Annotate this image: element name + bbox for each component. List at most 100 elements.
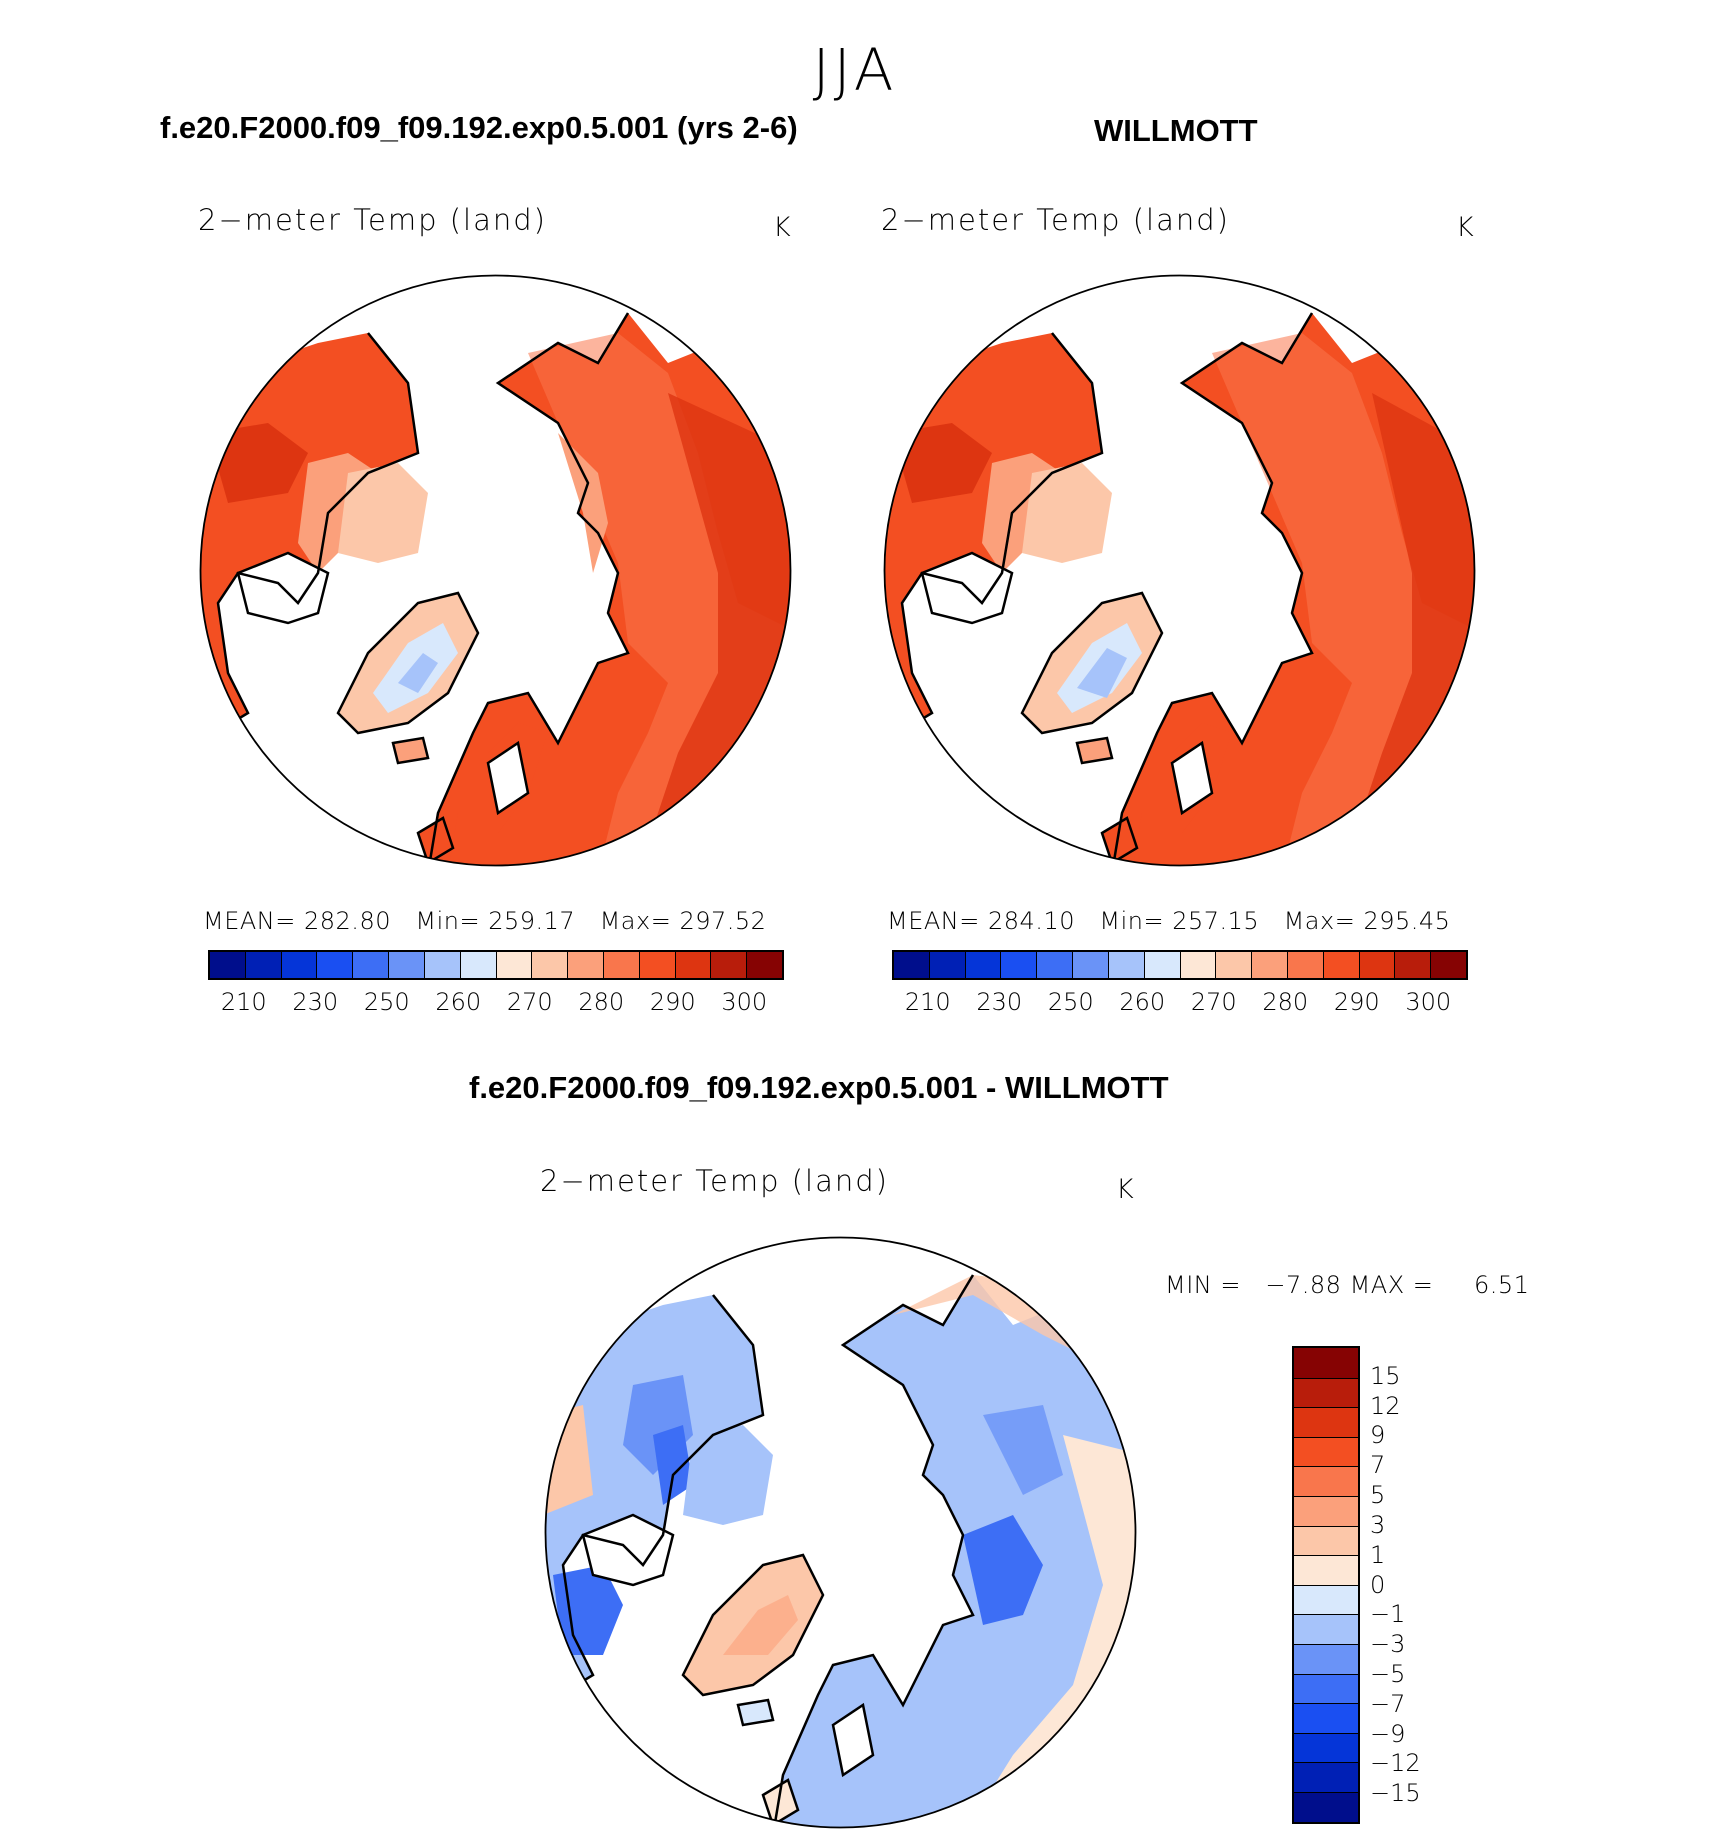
colorbar-tick-label: −7 — [1370, 1689, 1406, 1718]
colorbar-swatch — [1322, 952, 1359, 978]
diff-variable-label: 2−meter Temp (land) — [540, 1164, 889, 1198]
colorbar-swatch — [674, 952, 711, 978]
colorbar-swatch — [1394, 952, 1431, 978]
right-mean-value: 284.10 — [988, 907, 1075, 935]
colorbar-swatch — [244, 952, 281, 978]
left-stats: MEAN= 282.80 Min= 259.17 Max= 297.52 — [203, 907, 766, 935]
left-colorbar-ticks: 210 230 250 260 270 280 290 300 — [208, 988, 780, 1018]
colorbar-swatch — [1036, 952, 1073, 978]
left-panel-header: f.e20.F2000.f09_f09.192.exp0.5.001 (yrs … — [160, 110, 798, 145]
colorbar-swatch — [1294, 1791, 1358, 1822]
colorbar-swatch — [1294, 1436, 1358, 1467]
colorbar-swatch — [746, 952, 782, 978]
colorbar-tick-label: 260 — [1119, 988, 1166, 1016]
colorbar-swatch — [495, 952, 532, 978]
left-mean-label: MEAN= — [203, 907, 296, 935]
colorbar-swatch — [1107, 952, 1144, 978]
colorbar-swatch — [423, 952, 460, 978]
diff-min-label: MIN = — [1165, 1271, 1241, 1299]
colorbar-swatch — [928, 952, 965, 978]
colorbar-swatch — [1294, 1377, 1358, 1408]
colorbar-swatch — [1294, 1614, 1358, 1644]
colorbar-tick-label: 230 — [292, 988, 339, 1016]
colorbar-swatch — [1294, 1673, 1358, 1704]
colorbar-tick-label: −1 — [1370, 1600, 1406, 1629]
colorbar-tick-label: 270 — [506, 988, 553, 1016]
colorbar-tick-label: 12 — [1370, 1391, 1401, 1420]
colorbar-swatch — [638, 952, 675, 978]
colorbar-swatch — [1294, 1495, 1358, 1526]
colorbar-tick-label: 15 — [1370, 1361, 1401, 1390]
diff-max-value: 6.51 — [1474, 1271, 1530, 1299]
colorbar-swatch — [567, 952, 603, 978]
colorbar-tick-label: 1 — [1370, 1540, 1386, 1569]
colorbar-swatch — [1430, 952, 1466, 978]
colorbar-tick-label: 210 — [904, 988, 951, 1016]
colorbar-tick-label: −12 — [1370, 1749, 1421, 1778]
left-max-label: Max= — [599, 907, 672, 935]
colorbar-tick-label: 3 — [1370, 1510, 1386, 1539]
colorbar-tick-label: 5 — [1370, 1481, 1386, 1510]
colorbar-swatch — [1072, 952, 1108, 978]
left-unit-label: K — [773, 212, 791, 243]
left-min-label: Min= — [415, 907, 481, 935]
colorbar-swatch — [1294, 1407, 1358, 1437]
colorbar-tick-label: 0 — [1370, 1570, 1386, 1599]
right-mean-label: MEAN= — [887, 907, 980, 935]
left-mean-value: 282.80 — [304, 907, 391, 935]
colorbar-swatch — [1286, 952, 1323, 978]
diff-minmax: MIN = −7.88 MAX = 6.51 — [1165, 1271, 1529, 1299]
right-min-label: Min= — [1099, 907, 1165, 935]
colorbar-swatch — [1294, 1555, 1358, 1585]
colorbar-tick-label: 250 — [363, 988, 410, 1016]
colorbar-swatch — [1179, 952, 1216, 978]
colorbar-tick-label: −9 — [1370, 1719, 1406, 1748]
colorbar-tick-label: 280 — [578, 988, 625, 1016]
colorbar-tick-label: 300 — [721, 988, 768, 1016]
colorbar-swatch — [352, 952, 389, 978]
diff-colorbar-ticks: 15 12 9 7 5 3 1 0 −1 −3 −5 −7 −9 −12 −15 — [1370, 1346, 1430, 1823]
colorbar-tick-label: 260 — [435, 988, 482, 1016]
colorbar-tick-label: 230 — [976, 988, 1023, 1016]
colorbar-tick-label: 7 — [1370, 1451, 1386, 1480]
colorbar-tick-label: 290 — [1333, 988, 1380, 1016]
colorbar-tick-label: −15 — [1370, 1779, 1421, 1808]
right-variable-label: 2−meter Temp (land) — [881, 203, 1230, 237]
main-title: JJA — [812, 36, 898, 104]
colorbar-swatch — [1294, 1643, 1358, 1674]
colorbar-swatch — [1294, 1348, 1358, 1378]
colorbar-swatch — [459, 952, 496, 978]
left-colorbar — [208, 950, 784, 980]
colorbar-swatch — [1294, 1466, 1358, 1496]
right-unit-label: K — [1456, 212, 1474, 243]
left-variable-label: 2−meter Temp (land) — [198, 203, 547, 237]
diff-min-value: −7.88 — [1265, 1271, 1342, 1299]
colorbar-swatch — [1294, 1762, 1358, 1792]
colorbar-swatch — [280, 952, 317, 978]
colorbar-tick-label: −5 — [1370, 1659, 1406, 1688]
colorbar-swatch — [1294, 1732, 1358, 1763]
diff-panel-header: f.e20.F2000.f09_f09.192.exp0.5.001 - WIL… — [469, 1070, 1169, 1105]
colorbar-swatch — [1294, 1525, 1358, 1556]
diff-colorbar — [1292, 1346, 1360, 1824]
colorbar-swatch — [531, 952, 568, 978]
colorbar-swatch — [602, 952, 639, 978]
colorbar-swatch — [316, 952, 353, 978]
colorbar-tick-label: 210 — [220, 988, 267, 1016]
right-max-value: 295.45 — [1363, 907, 1451, 935]
colorbar-tick-label: 280 — [1262, 988, 1309, 1016]
left-min-value: 259.17 — [488, 907, 576, 935]
colorbar-tick-label: 300 — [1405, 988, 1452, 1016]
diff-max-label: MAX = — [1349, 1271, 1434, 1299]
colorbar-swatch — [1215, 952, 1252, 978]
right-max-label: Max= — [1283, 907, 1356, 935]
colorbar-tick-label: 9 — [1370, 1421, 1386, 1450]
right-colorbar — [892, 950, 1468, 980]
colorbar-swatch — [388, 952, 424, 978]
colorbar-tick-label: 250 — [1047, 988, 1094, 1016]
diff-polar-map — [544, 1236, 1137, 1829]
left-max-value: 297.52 — [679, 907, 767, 935]
colorbar-swatch — [894, 952, 929, 978]
diff-unit-label: K — [1116, 1174, 1134, 1205]
colorbar-tick-label: 290 — [649, 988, 696, 1016]
